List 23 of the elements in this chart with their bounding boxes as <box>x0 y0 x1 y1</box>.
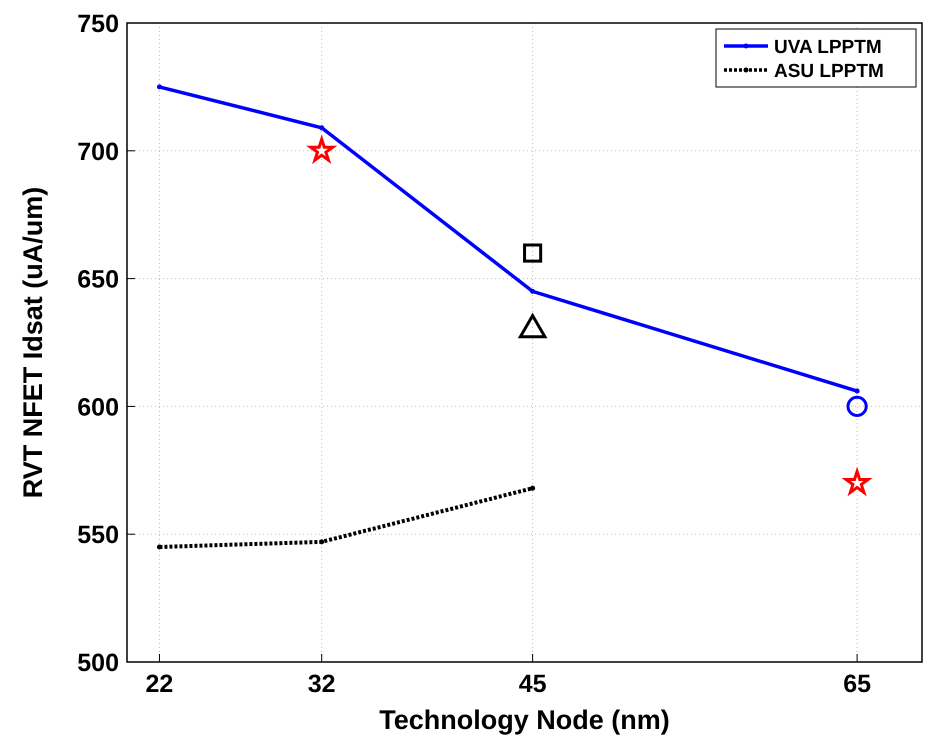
y-tick-label: 500 <box>77 649 119 677</box>
y-axis-title: RVT NFET Idsat (uA/um) <box>18 186 48 498</box>
point <box>530 486 536 491</box>
point <box>156 544 162 550</box>
point <box>156 84 162 90</box>
x-tick-label: 22 <box>146 670 174 698</box>
point <box>319 125 324 130</box>
y-tick-label: 600 <box>77 393 119 422</box>
x-tick-label: 32 <box>308 670 336 698</box>
x-axis-title: Technology Node (nm) <box>379 705 670 735</box>
y-tick-label: 750 <box>77 10 119 38</box>
x-tick-label: 65 <box>843 670 872 698</box>
point <box>523 243 542 263</box>
y-tick-label: 550 <box>77 521 119 550</box>
point <box>319 539 324 544</box>
y-tick-label: 650 <box>77 266 119 294</box>
legend-label: ASU LPPTM <box>774 61 884 82</box>
point <box>530 288 536 294</box>
y-tick-label: 700 <box>77 138 119 166</box>
x-tick-label: 45 <box>518 670 547 698</box>
point <box>846 396 868 417</box>
legend-label: UVA LPPTM <box>774 37 882 58</box>
point <box>854 388 860 394</box>
